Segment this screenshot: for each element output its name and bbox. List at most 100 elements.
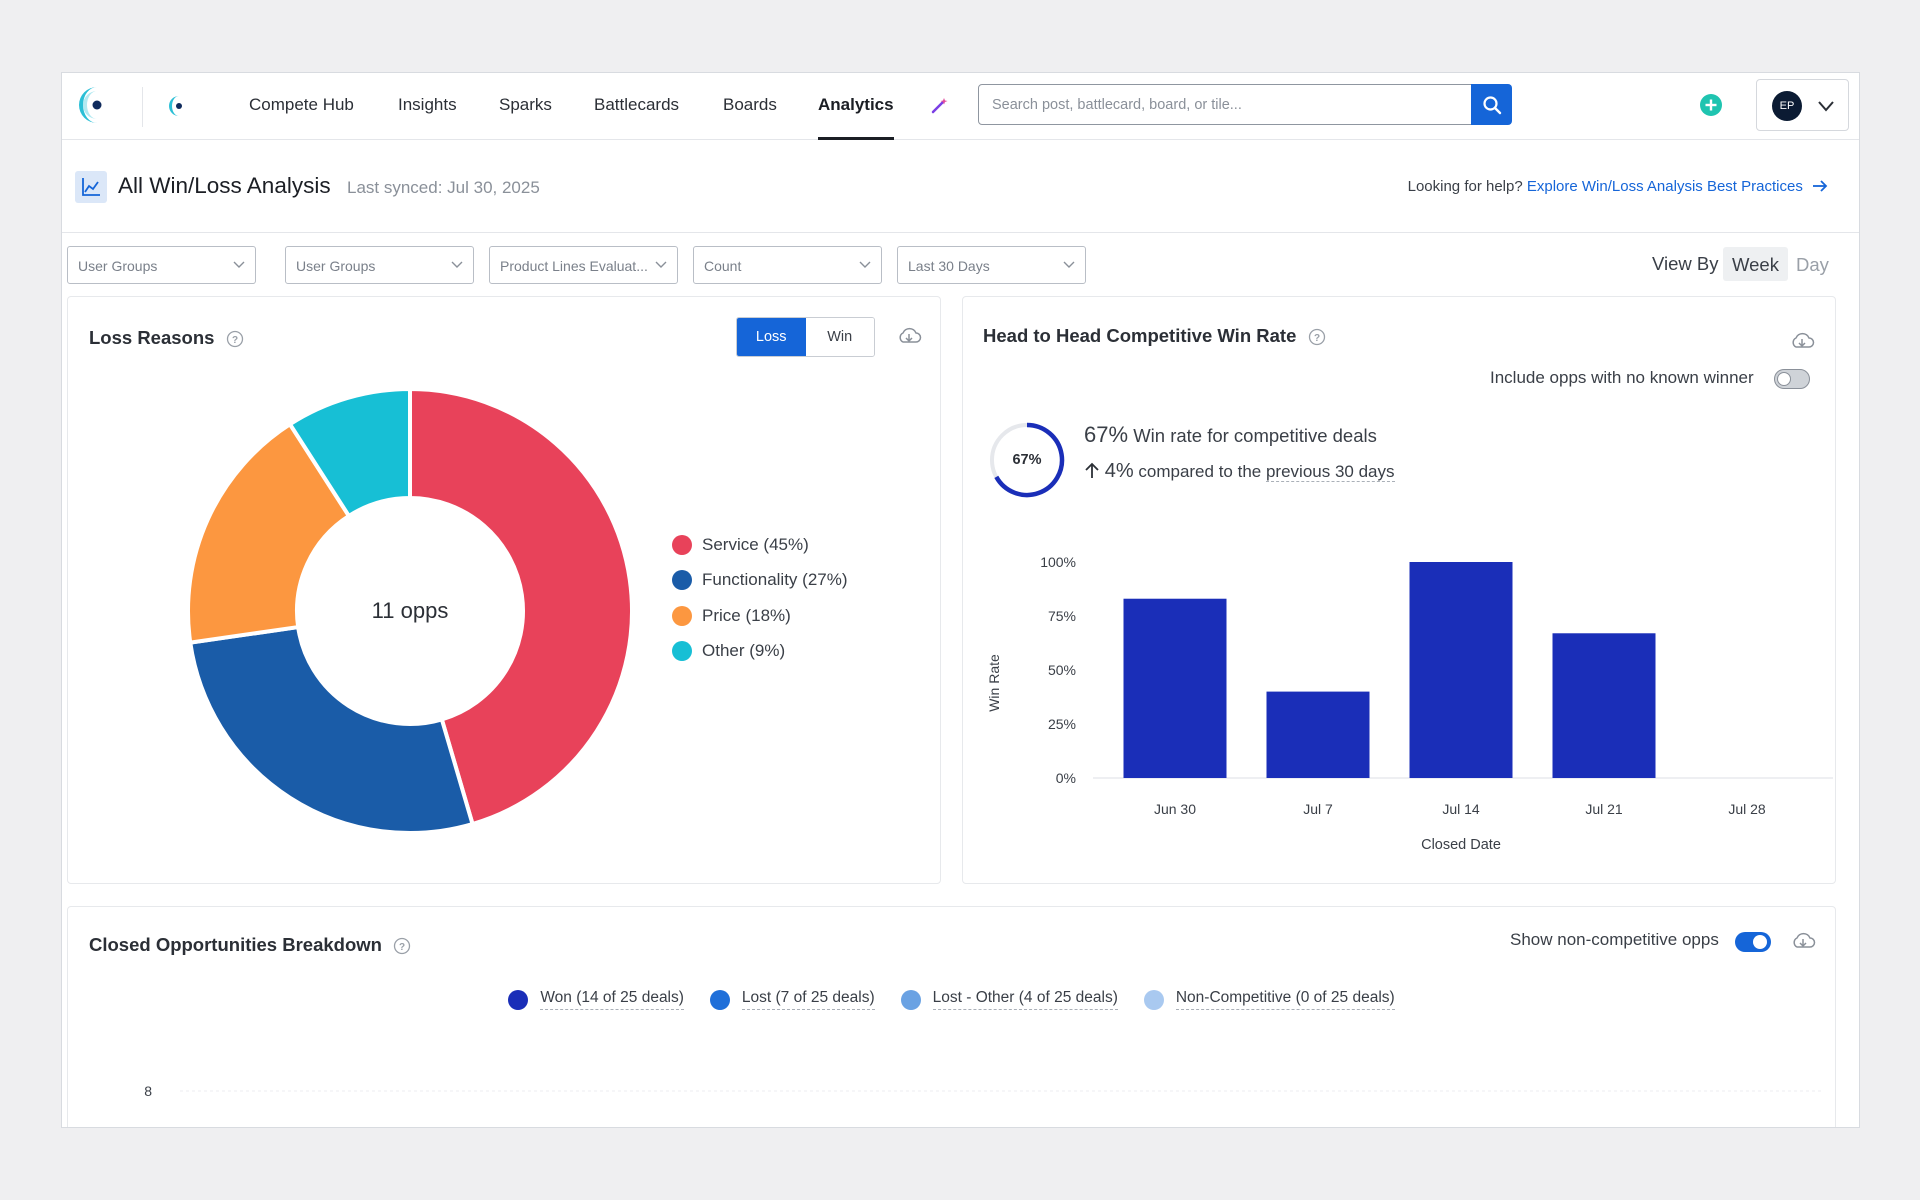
filter-user-groups-1[interactable]: User Groups: [67, 246, 256, 284]
donut-slice-other[interactable]: [287, 386, 412, 519]
previous-period-link[interactable]: previous 30 days: [1265, 462, 1395, 482]
win-toggle-button[interactable]: Win: [805, 318, 874, 356]
legend-item-won[interactable]: Won (14 of 25 deals): [508, 989, 684, 1010]
y-tick-label: 75%: [1048, 608, 1076, 624]
include-no-winner-label: Include opps with no known winner: [1490, 368, 1754, 387]
bar-jun-30[interactable]: [1123, 598, 1227, 778]
y-axis-label: Win Rate: [986, 654, 1002, 712]
nav-boards[interactable]: Boards: [723, 95, 777, 114]
app-window: Compete Hub Insights Sparks Battlecards …: [61, 72, 1860, 1128]
nav-battlecards[interactable]: Battlecards: [594, 95, 680, 114]
include-no-winner-toggle[interactable]: [1774, 369, 1810, 389]
legend-item-other[interactable]: Other (9%): [672, 634, 848, 670]
bar-jul-7[interactable]: [1266, 691, 1370, 778]
filter-product-lines[interactable]: Product Lines Evaluat...: [489, 246, 678, 284]
win-rate-change: 4% compared to the previous 30 days: [1084, 460, 1395, 483]
win-rate-arc: [994, 422, 1065, 498]
legend-item-non-competitive[interactable]: Non-Competitive (0 of 25 deals): [1143, 989, 1395, 1010]
donut-center-label: 11 opps: [371, 598, 449, 623]
chevron-down-icon: [655, 261, 667, 268]
toggle-knob: [1753, 935, 1767, 949]
toggle-knob: [1777, 372, 1791, 386]
loss-win-toggle[interactable]: Loss Win: [736, 317, 875, 357]
help-prefix: Looking for help?: [1407, 178, 1523, 195]
arrow-right-icon[interactable]: [1811, 179, 1829, 193]
closed-opps-legend: Won (14 of 25 deals) Lost (7 of 25 deals…: [68, 989, 1835, 1010]
donut-slice-service[interactable]: [408, 386, 634, 827]
legend-item-lost-other[interactable]: Lost - Other (4 of 25 deals): [900, 989, 1118, 1010]
filter-user-groups-2[interactable]: User Groups: [285, 246, 474, 284]
chevron-down-icon: [451, 261, 463, 268]
chevron-down-icon: [233, 261, 245, 268]
legend-item-service[interactable]: Service (45%): [672, 527, 848, 563]
legend-item-lost[interactable]: Lost (7 of 25 deals): [709, 989, 875, 1010]
help-icon[interactable]: ?: [1308, 328, 1326, 346]
help-icon[interactable]: ?: [393, 937, 411, 955]
bar-jul-14[interactable]: [1409, 562, 1513, 778]
x-tick-label: Jul 28: [1728, 801, 1766, 817]
legend-dot: [508, 989, 529, 1010]
brand-logo-icon[interactable]: [75, 83, 113, 127]
loss-toggle-button[interactable]: Loss: [737, 318, 806, 356]
add-circle-icon[interactable]: [1699, 93, 1723, 117]
y-tick-label: 25%: [1048, 716, 1076, 732]
nav-compete-hub[interactable]: Compete Hub: [249, 95, 354, 114]
win-rate-bar-chart: 0% 25% 50% 75% 100% Win Rate Jun 30 Jul 7 Jul 14…: [986, 554, 1833, 853]
legend-item-functionality[interactable]: Functionality (27%): [672, 563, 848, 599]
filter-label: User Groups: [296, 258, 376, 274]
nav-divider: [142, 87, 143, 127]
workspace-logo-icon[interactable]: [165, 93, 189, 119]
x-tick-label: Jul 21: [1585, 801, 1623, 817]
line-chart-icon: [75, 171, 107, 203]
legend-dot: [672, 605, 692, 626]
win-rate-summary: 67% Win rate for competitive deals: [1084, 422, 1377, 448]
legend-dot: [1143, 989, 1164, 1010]
page-header: All Win/Loss Analysis Last synced: Jul 3…: [62, 140, 1859, 233]
legend-item-price[interactable]: Price (18%): [672, 598, 848, 634]
show-non-competitive-toggle[interactable]: [1735, 932, 1771, 952]
magic-wand-icon[interactable]: [929, 96, 949, 116]
legend-label: Won (14 of 25 deals): [540, 989, 684, 1010]
donut-slice-functionality[interactable]: [187, 624, 476, 835]
donut-chart: [186, 386, 634, 835]
legend-label: Other (9%): [702, 641, 786, 661]
closed-opps-chart: 8: [144, 1083, 1823, 1099]
cloud-download-icon[interactable]: [896, 325, 922, 347]
bar-jul-21[interactable]: [1552, 633, 1656, 778]
y-tick-label: 100%: [1040, 554, 1076, 570]
filter-count[interactable]: Count: [693, 246, 882, 284]
nav-sparks[interactable]: Sparks: [499, 95, 552, 114]
nav-insights[interactable]: Insights: [398, 95, 457, 114]
closed-opps-card: Closed Opportunities Breakdown ? Show no…: [67, 906, 1836, 1127]
show-non-competitive-label: Show non-competitive opps: [1510, 930, 1719, 949]
legend-dot: [900, 989, 921, 1010]
chevron-down-icon: [1063, 261, 1075, 268]
nav-analytics[interactable]: Analytics: [818, 95, 894, 114]
filter-label: Count: [704, 258, 742, 274]
cloud-download-icon[interactable]: [1790, 930, 1816, 952]
legend-label: Lost - Other (4 of 25 deals): [932, 989, 1118, 1010]
cloud-download-icon[interactable]: [1789, 330, 1815, 352]
svg-text:?: ?: [232, 335, 238, 346]
search-button[interactable]: [1471, 84, 1512, 125]
page-title: All Win/Loss Analysis: [118, 173, 331, 198]
last-synced: Last synced: Jul 30, 2025: [347, 178, 540, 197]
filter-date-range[interactable]: Last 30 Days: [897, 246, 1086, 284]
donut-slice-price[interactable]: [186, 421, 352, 645]
change-text-prefix: compared to the: [1138, 462, 1262, 481]
win-rate-value: 67%: [1084, 422, 1129, 447]
loss-reasons-card: Loss Reasons ? Loss Win 11 opps Service …: [67, 296, 941, 884]
search-field[interactable]: [978, 84, 1475, 125]
user-menu[interactable]: EP: [1756, 79, 1849, 131]
y-tick-label: 0%: [1056, 770, 1076, 786]
legend-label: Service (45%): [702, 534, 809, 554]
help-icon[interactable]: ?: [226, 330, 244, 348]
best-practices-link[interactable]: Explore Win/Loss Analysis Best Practices: [1526, 178, 1803, 195]
view-by-week[interactable]: Week: [1723, 247, 1788, 281]
head-to-head-title: Head to Head Competitive Win Rate ?: [983, 325, 1326, 347]
search-input[interactable]: [979, 85, 1474, 124]
loss-reasons-legend: Service (45%) Functionality (27%) Price …: [672, 527, 848, 669]
avatar: EP: [1772, 91, 1802, 121]
view-by-day[interactable]: Day: [1796, 254, 1829, 275]
loss-reasons-donut: 11 opps: [185, 386, 635, 836]
